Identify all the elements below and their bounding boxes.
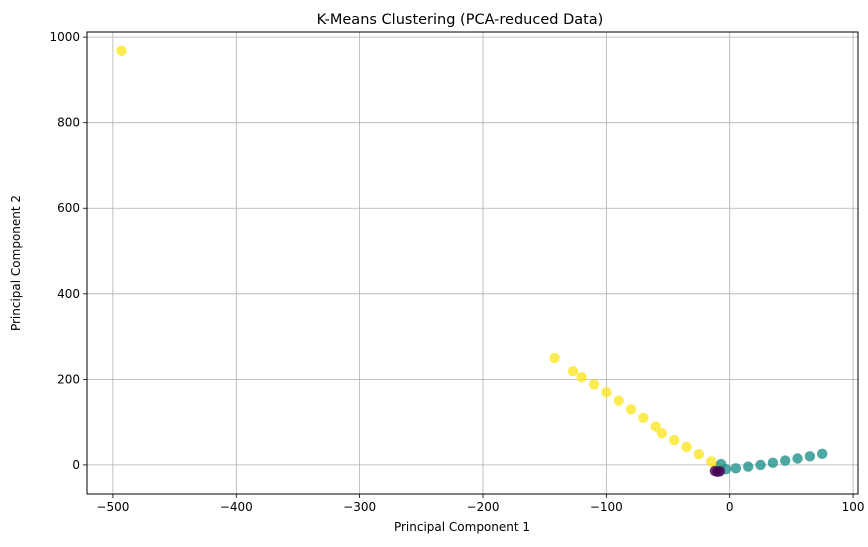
data-point bbox=[625, 404, 637, 415]
data-point bbox=[567, 366, 579, 377]
x-tick-label: −400 bbox=[220, 500, 253, 514]
data-point bbox=[693, 449, 705, 460]
chart-title: K-Means Clustering (PCA-reduced Data) bbox=[317, 12, 604, 28]
y-tick-label: 600 bbox=[57, 201, 80, 215]
x-tick-label: −300 bbox=[343, 500, 376, 514]
data-point bbox=[743, 461, 754, 472]
y-axis-label: Principal Component 2 bbox=[9, 195, 23, 331]
x-tick-label: 100 bbox=[842, 500, 865, 514]
x-axis-label: Principal Component 1 bbox=[394, 520, 530, 534]
data-point bbox=[549, 352, 560, 364]
x-tick-label: −100 bbox=[590, 500, 623, 514]
data-point bbox=[576, 372, 587, 383]
data-point bbox=[767, 457, 779, 468]
y-tick-label: 1000 bbox=[49, 30, 80, 44]
data-point bbox=[668, 434, 680, 446]
series-1 bbox=[715, 448, 828, 475]
x-tick-label: −200 bbox=[467, 500, 500, 514]
y-tick-label: 0 bbox=[72, 458, 80, 472]
data-point bbox=[780, 455, 791, 466]
y-tick-label: 800 bbox=[57, 116, 80, 130]
data-point bbox=[792, 453, 803, 464]
data-point bbox=[656, 428, 668, 439]
series-2 bbox=[709, 465, 726, 477]
data-point bbox=[638, 412, 649, 424]
data-point bbox=[817, 448, 828, 459]
data-point bbox=[650, 421, 661, 432]
x-axis-ticks: −500 −400 −300 −200 −100 0 100 bbox=[96, 494, 865, 514]
data-point bbox=[116, 45, 127, 57]
x-tick-label: −500 bbox=[96, 500, 129, 514]
data-point bbox=[755, 459, 766, 471]
series-0 bbox=[116, 45, 723, 473]
y-axis-ticks: 0 200 400 600 800 1000 bbox=[49, 30, 87, 472]
data-point bbox=[588, 379, 600, 390]
data-point bbox=[681, 441, 692, 453]
x-tick-label: 0 bbox=[726, 500, 734, 514]
y-tick-label: 400 bbox=[57, 287, 80, 301]
data-point bbox=[730, 463, 742, 474]
data-point bbox=[613, 395, 624, 406]
y-tick-label: 200 bbox=[57, 372, 80, 386]
grid bbox=[87, 32, 858, 494]
data-point bbox=[714, 466, 726, 477]
data-point bbox=[804, 451, 816, 462]
plot-frame bbox=[86, 31, 859, 495]
data-point bbox=[601, 386, 612, 398]
data-points bbox=[116, 45, 828, 477]
